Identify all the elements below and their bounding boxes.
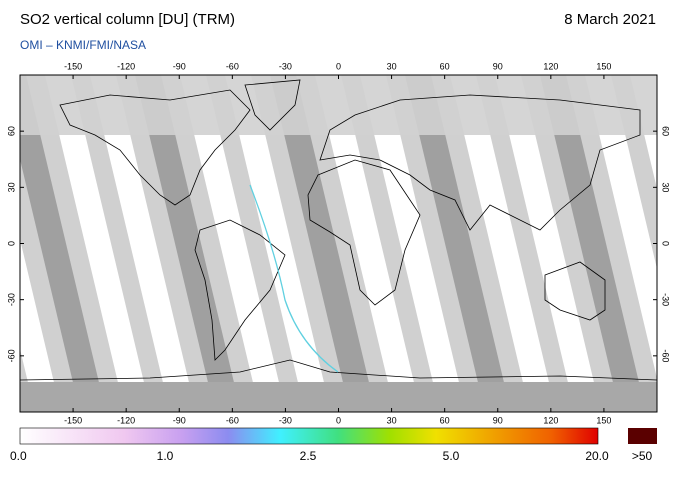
- x-tick-label-top: 120: [543, 61, 558, 71]
- antarctica: [20, 359, 657, 381]
- polar-night: [20, 75, 657, 135]
- x-tick-label-bottom: 30: [387, 415, 397, 425]
- swath: [45, 75, 151, 412]
- orbit-swaths: [20, 75, 657, 412]
- x-tick-label-bottom: -30: [279, 415, 292, 425]
- swath: [315, 75, 421, 412]
- x-tick-label-bottom: 150: [596, 415, 611, 425]
- colorbar-labels: 0.0 1.0 2.5 5.0 20.0 >50: [10, 449, 653, 463]
- eurasia: [319, 94, 641, 231]
- x-tick-label-bottom: 120: [543, 415, 558, 425]
- x-tick-label-top: -150: [64, 61, 82, 71]
- axis-ticks: -150 -150 -120 -120 -90 -90 -60 -60 -30 -30 0 0 30 30…: [6, 61, 670, 425]
- colorbar-label: 1.0: [157, 449, 174, 463]
- swath: [90, 75, 196, 412]
- swath: [20, 239, 61, 412]
- south-america: [194, 219, 286, 361]
- x-tick-label-bottom: 60: [440, 415, 450, 425]
- y-tick-label-left: 30: [6, 182, 16, 192]
- greenland: [244, 79, 301, 131]
- date: 8 March 2021: [564, 11, 656, 28]
- swath: [495, 75, 601, 412]
- colorbar-label: 20.0: [585, 449, 609, 463]
- x-tick-label-top: -120: [117, 61, 135, 71]
- swath: [270, 75, 376, 412]
- colorbar-label: 0.0: [10, 449, 27, 463]
- colorbar-label: 5.0: [443, 449, 460, 463]
- y-tick-label-right: 60: [661, 126, 671, 136]
- swath: [360, 75, 466, 412]
- africa: [307, 159, 421, 306]
- map-area: [20, 75, 657, 412]
- x-tick-label-top: 0: [336, 61, 341, 71]
- x-tick-label-bottom: -150: [64, 415, 82, 425]
- y-tick-label-right: -60: [661, 349, 671, 362]
- x-tick-label-top: 90: [493, 61, 503, 71]
- colorbar-label: >50: [632, 449, 653, 463]
- x-tick-label-bottom: 0: [336, 415, 341, 425]
- y-tick-label-right: -30: [661, 293, 671, 306]
- x-tick-label-top: -60: [226, 61, 239, 71]
- swath: [540, 75, 646, 412]
- australia: [544, 261, 606, 321]
- x-tick-label-bottom: 90: [493, 415, 503, 425]
- y-tick-label-left: -60: [6, 349, 16, 362]
- y-tick-label-left: -30: [6, 293, 16, 306]
- swath: [20, 75, 106, 412]
- x-tick-label-top: -30: [279, 61, 292, 71]
- swath: [135, 75, 241, 412]
- x-tick-label-top: 30: [387, 61, 397, 71]
- y-tick-label-right: 0: [661, 241, 671, 246]
- y-tick-label-left: 0: [6, 241, 16, 246]
- y-tick-label-left: 60: [6, 126, 16, 136]
- swath: [450, 75, 556, 412]
- antarctic-band: [20, 382, 657, 412]
- x-tick-label-bottom: -120: [117, 415, 135, 425]
- north-america: [59, 89, 251, 206]
- x-tick-label-top: -90: [173, 61, 186, 71]
- subtitle: OMI – KNMI/FMI/NASA: [20, 38, 146, 52]
- swath: [585, 75, 657, 379]
- x-tick-label-top: 60: [440, 61, 450, 71]
- title: SO2 vertical column [DU] (TRM): [20, 11, 235, 28]
- colorbar-label: 2.5: [300, 449, 317, 463]
- y-tick-label-right: 30: [661, 182, 671, 192]
- x-tick-label-bottom: -60: [226, 415, 239, 425]
- swath: [225, 75, 331, 412]
- colorbar: [19, 427, 599, 445]
- swath: [405, 75, 511, 412]
- x-tick-label-top: 150: [596, 61, 611, 71]
- colorbar-overflow: [628, 428, 657, 444]
- swath: [180, 75, 286, 412]
- so2-trace: [249, 184, 339, 373]
- x-tick-label-bottom: -90: [173, 415, 186, 425]
